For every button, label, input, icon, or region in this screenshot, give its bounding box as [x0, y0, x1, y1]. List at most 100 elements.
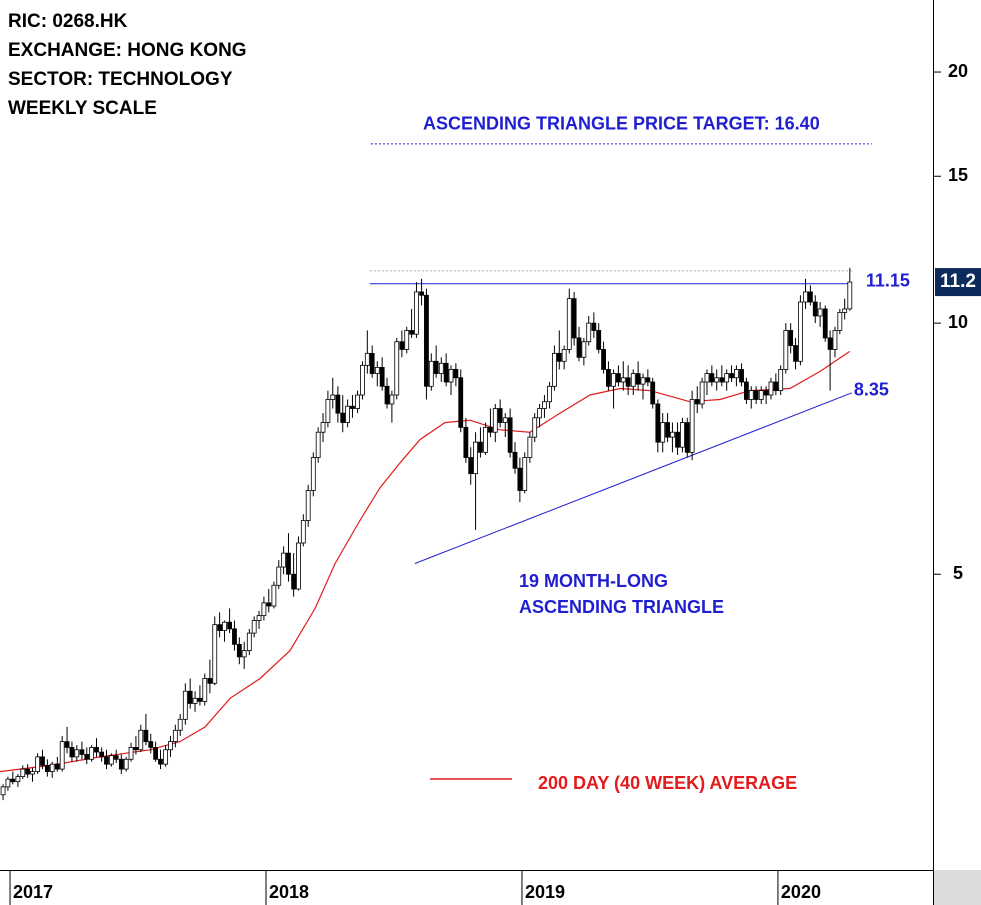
candle-body — [330, 394, 336, 400]
candle-body — [714, 377, 720, 383]
candle-body — [227, 621, 233, 630]
candle-body — [620, 377, 626, 383]
candle-body — [822, 308, 828, 339]
legend-label: 200 DAY (40 WEEK) AVERAGE — [538, 773, 797, 793]
candle-body — [276, 566, 282, 586]
candle-body — [108, 755, 114, 765]
y-tick-label: 5 — [953, 563, 963, 583]
candle-body — [364, 352, 370, 366]
annotation-label: ASCENDING TRIANGLE PRICE TARGET: 16.40 — [423, 114, 820, 134]
candle-body — [10, 778, 16, 783]
candle-body — [64, 741, 70, 748]
candle-body — [394, 341, 400, 396]
candle-body — [256, 615, 262, 621]
candle-body — [522, 457, 528, 491]
candle-body — [300, 520, 306, 544]
candle-body — [724, 373, 730, 383]
info-line: SECTOR: TECHNOLOGY — [8, 69, 233, 90]
candle-body — [360, 364, 365, 396]
candle-body — [424, 294, 429, 387]
candle-body — [89, 747, 95, 760]
candle-body — [812, 301, 818, 317]
candle-body — [576, 337, 582, 358]
candle-body — [212, 624, 218, 684]
candle-body — [355, 394, 360, 409]
y-tick-label: 10 — [948, 312, 968, 332]
candle-body — [675, 431, 680, 448]
candle-body — [404, 330, 410, 350]
candle-body — [123, 758, 129, 770]
candle-body — [561, 349, 567, 362]
candle-body — [788, 330, 794, 346]
candle-body — [517, 467, 523, 491]
candle-body — [842, 308, 848, 313]
candle-body — [837, 312, 843, 331]
candle-body — [699, 381, 705, 405]
candle-body — [168, 741, 173, 751]
candle-body — [54, 763, 60, 770]
candle-body — [296, 542, 301, 590]
candle-body — [832, 330, 838, 350]
candle-body — [807, 291, 813, 303]
candle-body — [113, 755, 119, 760]
candle-body — [665, 422, 670, 438]
candle-body — [566, 298, 572, 350]
x-tick-label: 2020 — [781, 882, 821, 902]
candle-body — [704, 373, 710, 383]
info-line: RIC: 0268.HK — [8, 11, 128, 32]
candle-body — [463, 426, 469, 458]
candle-body — [30, 771, 35, 775]
y-tick-label: 20 — [948, 61, 968, 81]
candle-body — [20, 768, 26, 777]
candle-body — [748, 390, 754, 400]
candle-body — [591, 322, 597, 331]
candle-body — [758, 390, 764, 400]
candle-body — [650, 381, 656, 405]
candle-body — [374, 366, 380, 374]
candle-body — [532, 417, 538, 438]
candle-body — [571, 298, 577, 339]
candle-body — [483, 426, 488, 453]
candle-body — [350, 405, 355, 409]
corner-box — [933, 870, 981, 905]
candle-body — [202, 678, 208, 702]
candle-body — [419, 291, 424, 296]
candle-body — [207, 678, 213, 684]
candle-body — [305, 490, 311, 521]
candle-body — [236, 643, 242, 658]
info-line: WEEKLY SCALE — [8, 98, 157, 119]
candle-body — [655, 403, 661, 443]
candle-body — [601, 349, 606, 370]
candle-body — [473, 441, 478, 475]
candle-body — [118, 758, 124, 770]
candle-body — [694, 399, 700, 405]
candle-body — [335, 394, 341, 414]
candle-body — [0, 786, 6, 796]
candle-body — [798, 301, 803, 362]
candle-body — [744, 381, 749, 400]
candle-body — [684, 422, 690, 453]
pattern-label: 19 MONTH-LONG — [519, 571, 668, 591]
candle-body — [438, 362, 444, 374]
candle-body — [596, 330, 602, 350]
candle-body — [556, 352, 562, 362]
candle-body — [44, 764, 50, 772]
candle-body — [507, 417, 513, 453]
candle-body — [163, 749, 169, 765]
candle-body — [291, 573, 296, 590]
candle-body — [640, 377, 646, 385]
candle-body — [340, 412, 346, 423]
moving-average — [0, 350, 851, 773]
candle-body — [148, 741, 154, 748]
candle-body — [448, 369, 454, 383]
candle-body — [512, 451, 518, 469]
candle-body — [232, 628, 237, 645]
candle-body — [251, 620, 257, 634]
price-tag-label: 11.2 — [940, 271, 976, 292]
candle-body — [414, 291, 419, 335]
candle-body — [458, 377, 464, 428]
pattern-label: ASCENDING TRIANGLE — [519, 597, 724, 617]
candle-body — [468, 457, 474, 475]
candle-body — [25, 768, 31, 775]
